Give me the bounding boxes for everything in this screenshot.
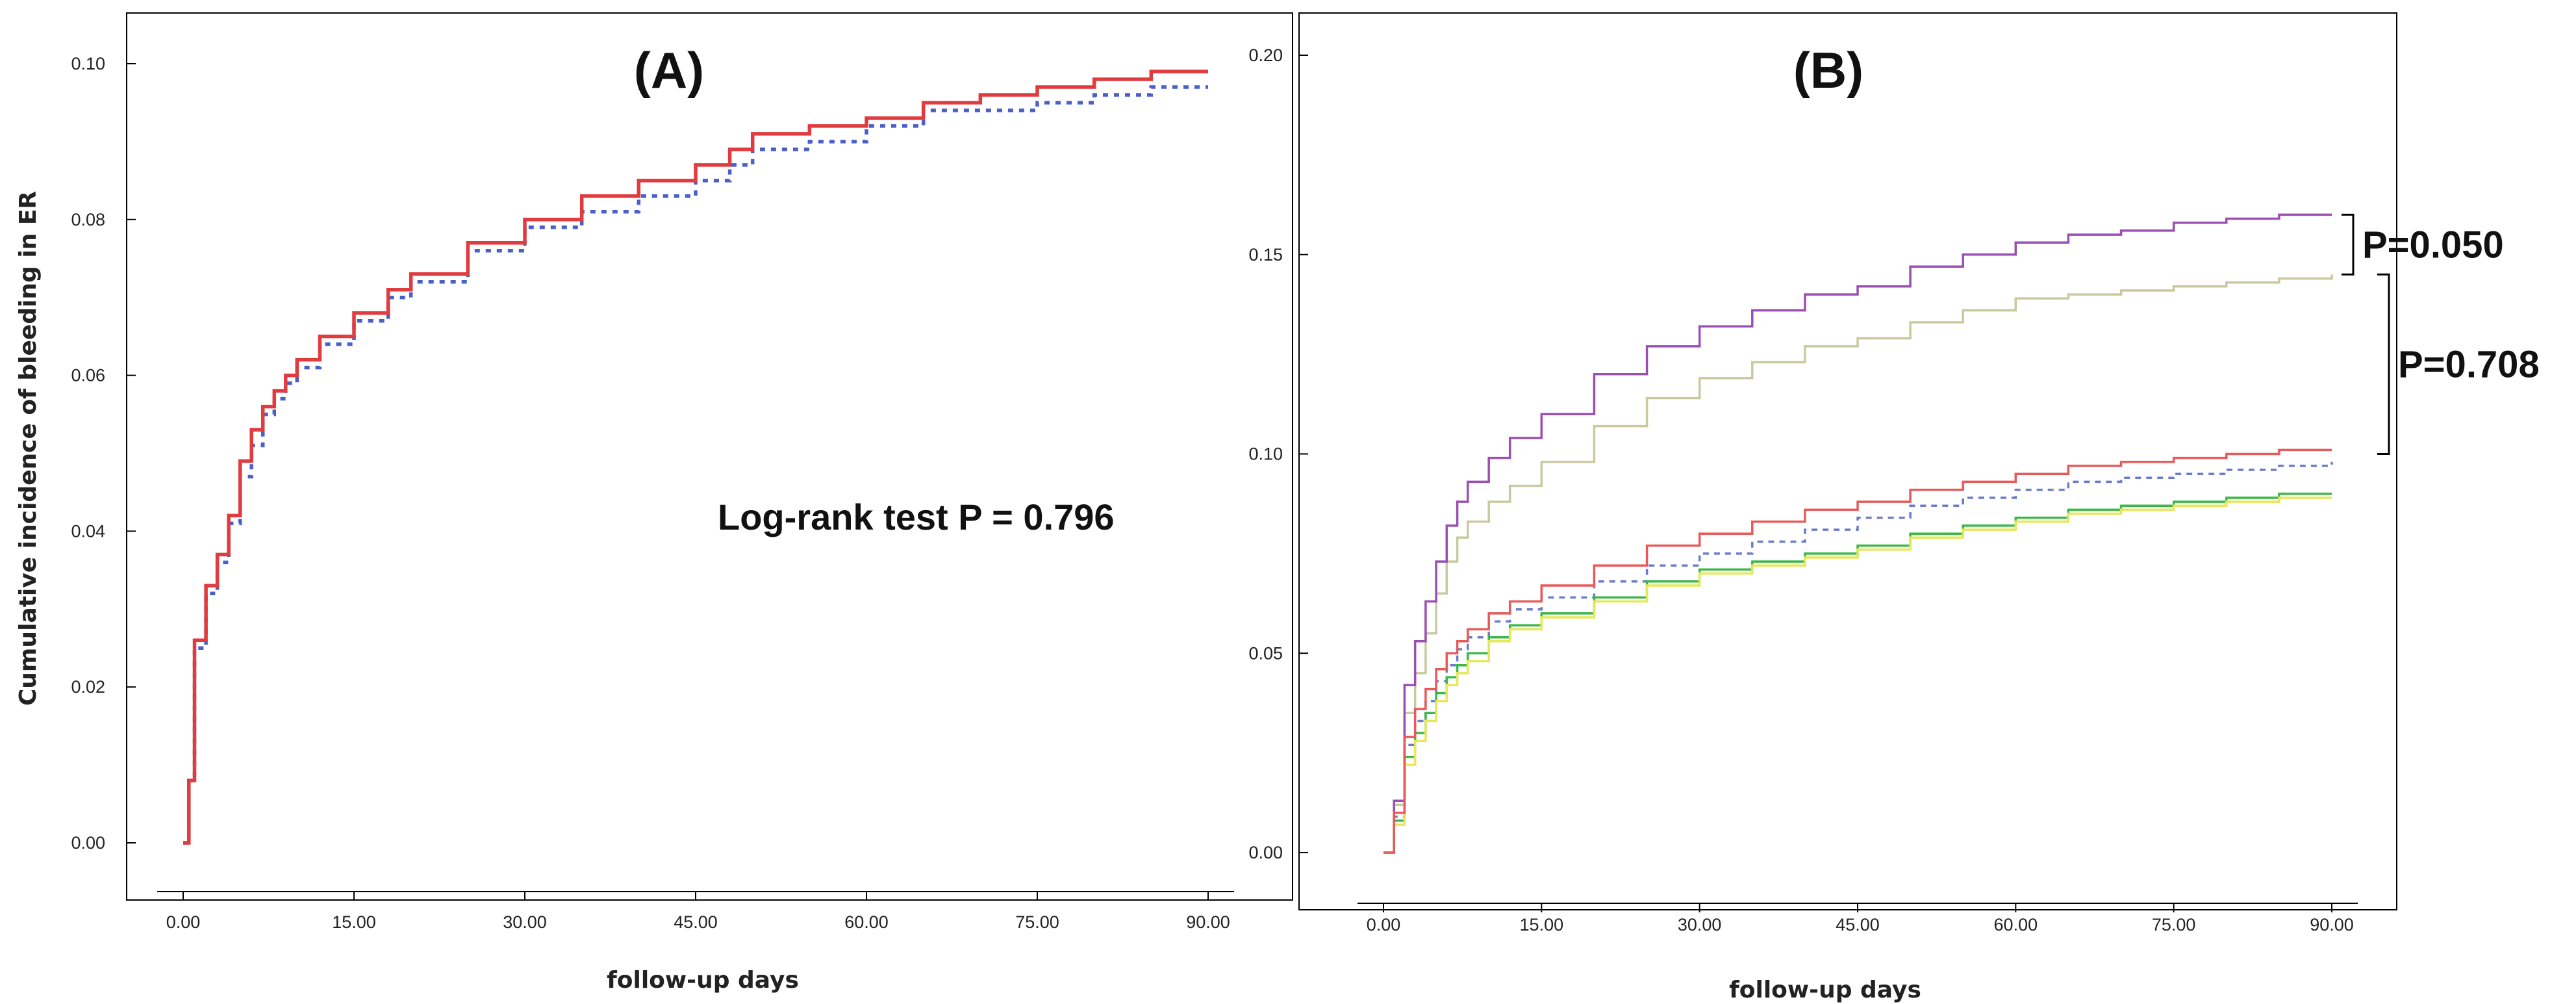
series-turp-line (183, 85, 1208, 845)
series-holep-line (1383, 213, 2332, 854)
series-lep-line (183, 70, 1208, 845)
log-rank-annotation: Log-rank test P = 0.796 (718, 496, 1115, 537)
panel-a-frame (126, 12, 1293, 901)
panel-b-series (1383, 213, 2333, 854)
panel-b-x-axis-title: follow-up days (1729, 977, 1921, 1003)
x-tick-label: 30.00 (503, 912, 547, 932)
x-tick-label: 30.00 (1678, 915, 1722, 934)
x-tick-label: 45.00 (1836, 915, 1880, 934)
y-tick-label: 0.08 (71, 210, 105, 229)
x-tick-label: 0.00 (166, 912, 201, 932)
y-tick-label: 0.04 (71, 521, 105, 541)
series-m-turp-line (1383, 461, 2333, 854)
panel-b: 0.00 15.00 30.00 45.00 60.00 75.00 90.00 0.00 0.… (1248, 12, 2540, 1003)
series-pvp-line (1383, 493, 2332, 854)
y-tick-label: 0.10 (1248, 444, 1283, 464)
x-tick-label: 90.00 (1186, 912, 1230, 932)
panel-b-axes: 0.00 15.00 30.00 45.00 60.00 75.00 90.00 0.00 0.… (1248, 45, 2358, 934)
bracket-line (2342, 213, 2355, 276)
series-dilep-line (1383, 274, 2333, 854)
comparison-p-value: P=0.708 (2398, 343, 2540, 385)
comparison-bracket-1: P=0.050 (2342, 213, 2504, 276)
x-tick-label: 75.00 (1015, 912, 1059, 932)
series-thuvarp-line (1383, 496, 2332, 854)
y-tick-label: 0.00 (1248, 843, 1283, 862)
panel-a-x-axis-title: follow-up days (607, 967, 799, 994)
x-tick-label: 45.00 (674, 912, 718, 932)
series-b-turp-line (1383, 448, 2332, 854)
panel-a-y-axis-title: Cumulative incidence of bleeding in ER (15, 191, 42, 706)
y-tick-label: 0.20 (1248, 45, 1283, 65)
x-tick-label: 60.00 (844, 912, 889, 932)
comparison-bracket-2: P=0.708 (2377, 273, 2540, 455)
panel-a: 0.00 15.00 30.00 45.00 60.00 75.00 90.00 0.00 0.… (15, 12, 1293, 994)
panel-a-axes: 0.00 15.00 30.00 45.00 60.00 75.00 90.00 0.00 0.… (71, 54, 1234, 932)
x-tick-label: 90.00 (2310, 915, 2354, 934)
comparison-p-value: P=0.050 (2362, 224, 2504, 266)
y-tick-label: 0.15 (1248, 245, 1283, 264)
y-tick-label: 0.06 (71, 366, 105, 385)
y-tick-label: 0.02 (71, 677, 105, 697)
y-tick-label: 0.10 (71, 54, 105, 73)
y-tick-label: 0.05 (1248, 643, 1283, 663)
bracket-line (2377, 273, 2390, 455)
y-tick-label: 0.00 (71, 833, 105, 853)
panel-b-frame (1298, 12, 2397, 910)
panel-a-label: (A) (634, 42, 704, 99)
x-tick-label: 0.00 (1367, 915, 1401, 934)
x-tick-label: 15.00 (332, 912, 376, 932)
x-tick-label: 15.00 (1520, 915, 1564, 934)
panel-b-label: (B) (1793, 42, 1863, 99)
x-tick-label: 60.00 (1994, 915, 2038, 934)
panel-a-series (183, 70, 1208, 845)
x-tick-label: 75.00 (2152, 915, 2196, 934)
panel-b-comparisons: P=0.050 P=0.708 (2342, 213, 2540, 455)
